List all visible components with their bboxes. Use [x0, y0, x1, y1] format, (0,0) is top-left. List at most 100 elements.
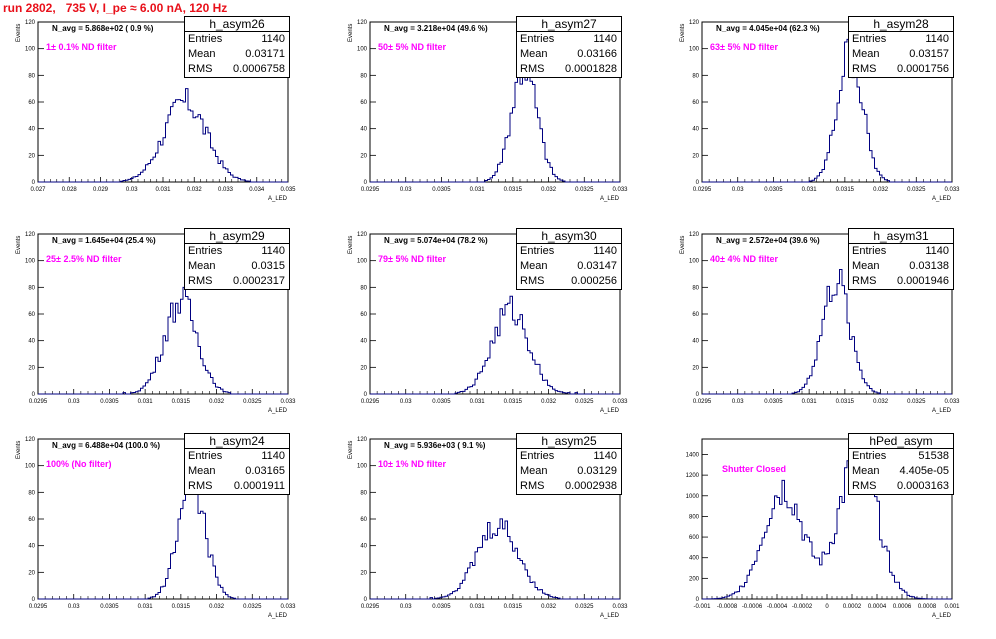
- stats-entries-row: Entries 51538: [849, 449, 953, 464]
- stats-box: h_asym27 Entries 1140 Mean 0.03166 RMS 0.00018…: [516, 16, 622, 78]
- y-axis-label: Events: [348, 440, 354, 459]
- stats-box: hPed_asym Entries 51538 Mean 4.405e-05 RMS 0.0…: [848, 433, 954, 495]
- stats-title: h_asym25: [517, 434, 621, 449]
- stats-entries-row: Entries 1140: [849, 244, 953, 259]
- stats-rms-value: 0.0006758: [233, 63, 285, 75]
- histogram-panel: 0.0295 0.03 0.0305 0.031 0.0315 0.032 0.0325 0.…: [664, 10, 996, 222]
- y-tick-label: 600: [689, 535, 700, 541]
- stats-title: h_asym30: [517, 229, 621, 244]
- x-tick-label: 0.03: [400, 604, 412, 610]
- stats-box: h_asym30 Entries 1140 Mean 0.03147 RMS 0.00025…: [516, 228, 622, 290]
- stats-entries-label: Entries: [188, 450, 223, 462]
- y-axis-label: Events: [680, 23, 686, 42]
- y-tick-label: 0: [32, 392, 36, 398]
- stats-box: h_asym28 Entries 1140 Mean 0.03157 RMS 0.00017…: [848, 16, 954, 78]
- histogram-svg: 0.0295 0.03 0.0305 0.031 0.0315 0.032 0.0325 0.…: [689, 20, 960, 193]
- y-tick-label: 20: [360, 153, 367, 159]
- y-tick-label: 0: [696, 180, 700, 186]
- x-tick-label: 0.031: [802, 187, 818, 193]
- stats-entries-label: Entries: [188, 245, 223, 257]
- stats-entries-label: Entries: [852, 33, 887, 45]
- x-tick-label: 0.03: [732, 187, 744, 193]
- stats-mean-value: 0.03166: [577, 48, 617, 60]
- stats-rms-label: RMS: [520, 480, 545, 492]
- stats-mean-row: Mean 0.03129: [517, 464, 621, 479]
- y-tick-label: 60: [692, 312, 699, 318]
- x-axis-label: A_LED: [932, 613, 952, 619]
- y-axis-label: Events: [348, 235, 354, 254]
- x-tick-label: 0.03: [400, 399, 412, 405]
- histogram-panel: 0.0295 0.03 0.0305 0.031 0.0315 0.032 0.0325 0.…: [332, 427, 664, 639]
- x-axis-label: A_LED: [932, 196, 952, 202]
- stats-rms-value: 0.0003163: [897, 480, 949, 492]
- histogram-svg: -0.001 -0.0008 -0.0006 -0.0004 -0.0002 0 0.000…: [686, 438, 960, 610]
- y-tick-label: 40: [692, 339, 699, 345]
- x-tick-label: 0.0295: [361, 604, 380, 610]
- x-tick-label: 0.03: [732, 399, 744, 405]
- x-tick-label: 0.03: [68, 399, 80, 405]
- x-tick-label: 0.033: [218, 187, 234, 193]
- stats-entries-row: Entries 1140: [517, 32, 621, 47]
- stats-mean-row: Mean 0.03138: [849, 259, 953, 274]
- stats-entries-label: Entries: [520, 245, 555, 257]
- y-tick-label: 1000: [686, 494, 700, 500]
- x-tick-label: 0.032: [541, 187, 557, 193]
- stats-mean-row: Mean 0.0315: [185, 259, 289, 274]
- x-tick-label: 0.033: [944, 187, 960, 193]
- histogram-svg: 0.0295 0.03 0.0305 0.031 0.0315 0.032 0.0325 0.…: [357, 20, 628, 193]
- x-axis-label: A_LED: [268, 613, 288, 619]
- x-axis-label: A_LED: [268, 196, 288, 202]
- stats-entries-row: Entries 1140: [849, 32, 953, 47]
- x-axis-label: A_LED: [268, 408, 288, 414]
- stats-mean-value: 0.0315: [251, 260, 285, 272]
- stats-rms-row: RMS 0.0002938: [517, 479, 621, 494]
- stats-entries-row: Entries 1140: [185, 449, 289, 464]
- histogram-svg: 0.0295 0.03 0.0305 0.031 0.0315 0.032 0.0325 0.…: [25, 232, 296, 405]
- stats-rms-label: RMS: [852, 480, 877, 492]
- histogram-panel: -0.001 -0.0008 -0.0006 -0.0004 -0.0002 0 0.000…: [664, 427, 996, 639]
- stats-mean-label: Mean: [520, 48, 548, 60]
- histogram-line: [702, 438, 952, 600]
- stats-entries-value: 1140: [261, 450, 285, 462]
- y-tick-label: 120: [689, 232, 700, 238]
- x-tick-label: 0.033: [944, 399, 960, 405]
- histogram-panel: 0.0295 0.03 0.0305 0.031 0.0315 0.032 0.0325 0.…: [0, 222, 332, 434]
- stats-title: h_asym28: [849, 17, 953, 32]
- stats-mean-row: Mean 0.03147: [517, 259, 621, 274]
- stats-rms-row: RMS 0.0002317: [185, 274, 289, 289]
- histogram-line: [702, 268, 952, 395]
- x-tick-label: 0: [825, 604, 829, 610]
- stats-rms-label: RMS: [188, 63, 213, 75]
- histogram-svg: 0.0295 0.03 0.0305 0.031 0.0315 0.032 0.0325 0.…: [25, 437, 296, 610]
- stats-title: h_asym24: [185, 434, 289, 449]
- stats-title: h_asym29: [185, 229, 289, 244]
- x-tick-label: 0.0325: [243, 604, 262, 610]
- y-tick-label: 40: [360, 544, 367, 550]
- y-tick-label: 60: [28, 312, 35, 318]
- y-tick-label: 60: [28, 100, 35, 106]
- stats-box: h_asym25 Entries 1140 Mean 0.03129 RMS 0.00029…: [516, 433, 622, 495]
- x-tick-label: 0.032: [873, 399, 889, 405]
- x-tick-label: -0.0002: [792, 604, 813, 610]
- stats-mean-label: Mean: [852, 465, 880, 477]
- histogram-panel: 0.027 0.028 0.029 0.03 0.031 0.032 0.033 0.034 0…: [0, 10, 332, 222]
- y-axis-label: Events: [348, 23, 354, 42]
- navg-label: N_avg = 1.645e+04 (25.4 %): [52, 236, 156, 245]
- stats-rms-row: RMS 0.000256: [517, 274, 621, 289]
- stats-mean-value: 0.03165: [245, 465, 285, 477]
- y-tick-label: 1400: [686, 452, 700, 458]
- x-tick-label: -0.0006: [742, 604, 763, 610]
- stats-entries-label: Entries: [852, 245, 887, 257]
- y-tick-label: 0: [364, 180, 368, 186]
- x-tick-label: 0.032: [209, 604, 225, 610]
- histogram-line: [370, 518, 620, 600]
- y-tick-label: 120: [25, 437, 36, 443]
- y-tick-label: 60: [28, 517, 35, 523]
- x-tick-label: 0.0295: [29, 399, 48, 405]
- x-tick-label: 0.0295: [29, 604, 48, 610]
- stats-rms-row: RMS 0.0003163: [849, 479, 953, 494]
- y-tick-label: 100: [25, 259, 36, 265]
- x-tick-label: 0.0325: [907, 187, 926, 193]
- stats-entries-label: Entries: [520, 33, 555, 45]
- filter-label: 10± 1% ND filter: [378, 459, 446, 469]
